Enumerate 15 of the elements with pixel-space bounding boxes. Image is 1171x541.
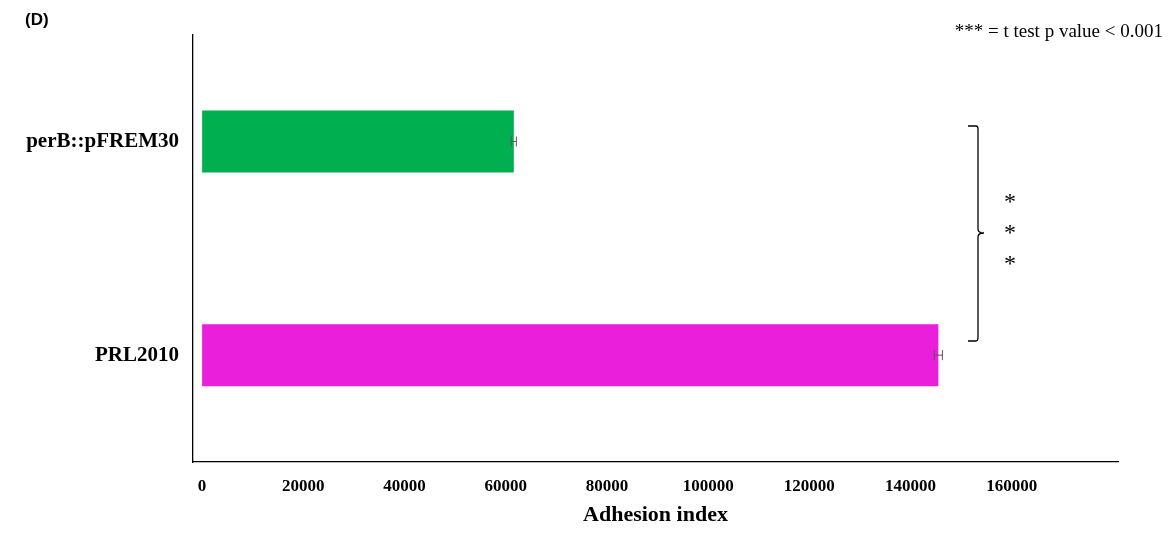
x-tick-label: 120000 [783, 475, 835, 495]
x-tick-label: 20000 [282, 475, 325, 495]
x-axis-title: Adhesion index [583, 501, 728, 527]
x-tick-label: 40000 [383, 475, 426, 495]
x-tick-label: 100000 [682, 475, 734, 495]
x-tick-label: 60000 [484, 475, 527, 495]
y-tick-label: perB::pFREM30 [26, 127, 179, 152]
y-tick-label: PRL2010 [95, 341, 179, 366]
x-tick-label: 0 [197, 475, 207, 495]
x-tick-label: 160000 [986, 475, 1038, 495]
annotation: *** = t test p value < 0.001 [954, 20, 1163, 42]
text: (D) [25, 10, 49, 30]
annotation: *** [1003, 187, 1017, 278]
x-tick-label: 140000 [885, 475, 937, 495]
x-tick-label: 80000 [585, 475, 629, 495]
